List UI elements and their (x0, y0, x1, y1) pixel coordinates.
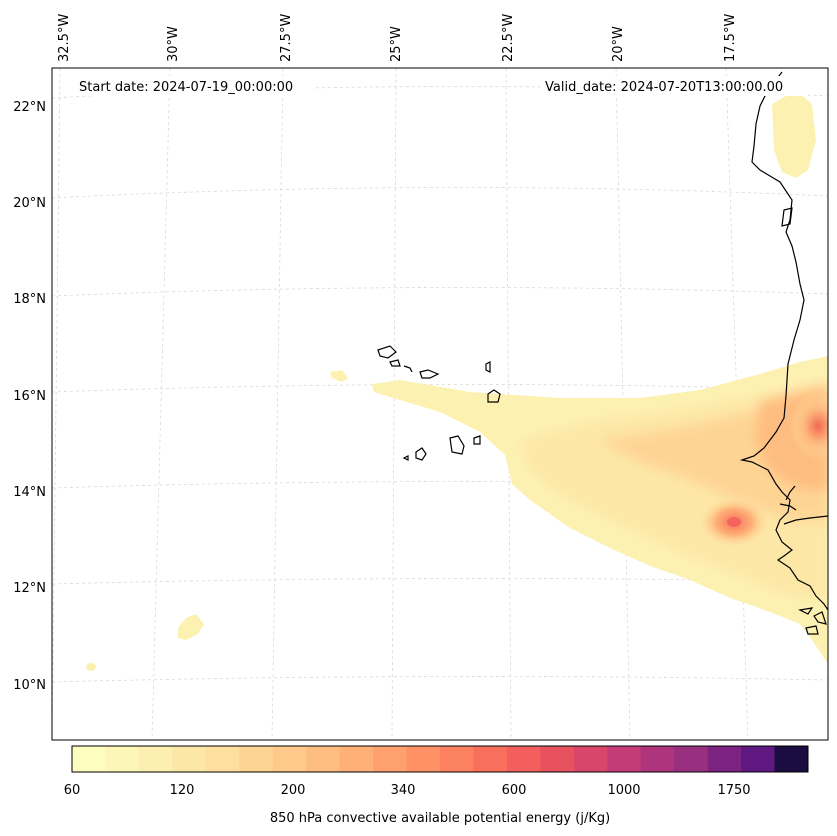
start-date: Start date: 2024-07-19_00:00:00 (79, 80, 293, 95)
coastline (739, 71, 828, 635)
lon-label-27-5w: 27.5°W (279, 14, 294, 62)
lat-label-14n: 14°N (13, 485, 46, 500)
colorbar-swatch (640, 746, 675, 772)
colorbar-swatch (72, 746, 106, 772)
colorbar-swatch (239, 746, 274, 772)
colorbar-label: 850 hPa convective available potential e… (270, 811, 610, 826)
cbar-tick-340: 340 (391, 783, 416, 798)
cbar-tick-200: 200 (281, 783, 306, 798)
lon-label-17-5w: 17.5°W (723, 14, 738, 62)
colorbar-swatch (774, 746, 809, 772)
colorbar-swatch (205, 746, 240, 772)
colorbar-swatch (172, 746, 207, 772)
colorbar-swatch (707, 746, 742, 772)
colorbar-frame (71, 745, 809, 773)
cape-field (86, 94, 828, 671)
cbar-tick-1750: 1750 (717, 783, 750, 798)
lat-label-18n: 18°N (13, 292, 46, 307)
colorbar-swatch (373, 746, 408, 772)
lat-label-22n: 22°N (13, 100, 46, 115)
colorbar-swatch (540, 746, 575, 772)
lon-label-22-5w: 22.5°W (501, 14, 516, 62)
colorbar-swatch (506, 746, 541, 772)
cbar-tick-1000: 1000 (607, 783, 640, 798)
colorbar-swatch (741, 746, 776, 772)
lon-label-32-5w: 32.5°W (57, 14, 72, 62)
cbar-tick-120: 120 (170, 783, 195, 798)
colorbar-swatch (272, 746, 307, 772)
lon-label-25w: 25°W (389, 26, 404, 62)
cbar-tick-600: 600 (502, 783, 527, 798)
colorbar-ticks: 60 120 200 340 600 1000 1750 (64, 783, 751, 798)
colorbar-swatch (105, 746, 140, 772)
colorbar (72, 746, 809, 772)
latitude-labels: 22°N 20°N 18°N 16°N 14°N 12°N 10°N (13, 100, 46, 693)
valid-date: Valid_date: 2024-07-20T13:00:00.00 (545, 80, 783, 95)
lat-label-12n: 12°N (13, 581, 46, 596)
colorbar-swatch (138, 746, 173, 772)
lon-label-20w: 20°W (611, 26, 626, 62)
lon-label-30w: 30°W (166, 26, 181, 62)
start-date-box (72, 76, 314, 96)
lat-label-10n: 10°N (13, 678, 46, 693)
colorbar-swatch (573, 746, 608, 772)
lat-label-16n: 16°N (13, 389, 46, 404)
colorbar-swatch (473, 746, 508, 772)
colorbar-swatch (674, 746, 709, 772)
colorbar-swatch (339, 746, 374, 772)
longitude-labels: 32.5°W 30°W 27.5°W 25°W 22.5°W 20°W 17.5… (57, 14, 738, 62)
valid-date-box (540, 76, 808, 96)
map-frame (51, 67, 829, 741)
colorbar-swatch (406, 746, 441, 772)
cbar-tick-60: 60 (64, 783, 81, 798)
colorbar-swatch (306, 746, 341, 772)
cape-verde-islands (377, 345, 501, 461)
colorbar-swatch (607, 746, 642, 772)
colorbar-swatch (440, 746, 474, 772)
lat-label-20n: 20°N (13, 196, 46, 211)
